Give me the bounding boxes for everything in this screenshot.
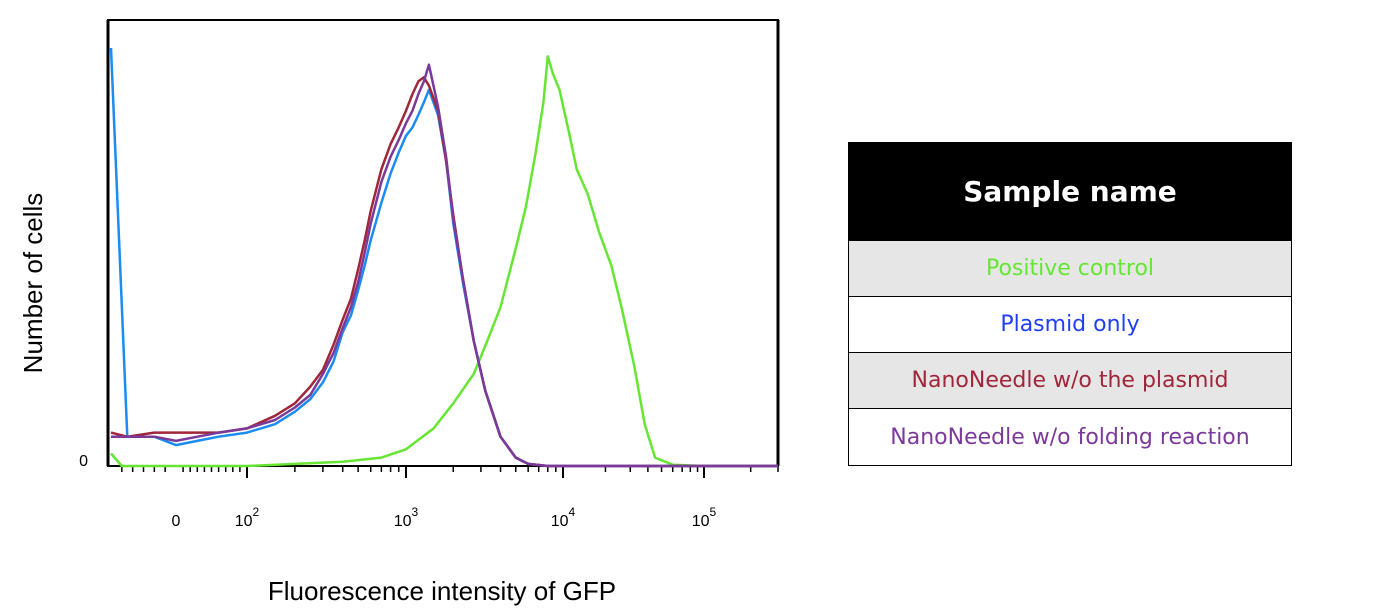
series-group [109,47,778,468]
histogram-chart: 0 102 103 104 105 0 Fluorescence intensity o… [18,19,780,606]
y-tick-label-0: 0 [79,453,88,470]
series-line-nanoneedle-w-o-the-plasmid [110,76,778,468]
plot-frame [107,19,779,467]
x-tick-label-1: 102 [235,505,260,530]
x-tick-label-0: 0 [172,513,181,530]
y-axis-label: Number of cells [18,193,48,374]
series-line-plasmid-only [109,47,778,468]
legend-row-plasmid-only: Plasmid only [849,297,1291,353]
x-tick-label-4: 105 [692,505,717,530]
legend-row-positive-control: Positive control [849,241,1291,297]
x-major-ticks [246,466,705,478]
legend-row-nanoneedle-without-folding: NanoNeedle w/o folding reaction [849,409,1291,465]
legend-title: Sample name [849,143,1291,241]
x-tick-label-3: 104 [551,505,576,530]
legend-row-nanoneedle-without-plasmid: NanoNeedle w/o the plasmid [849,353,1291,409]
series-line-positive-control [110,55,778,468]
legend-table: Sample name Positive control Plasmid onl… [848,142,1292,466]
x-tick-label-2: 103 [394,505,419,530]
x-axis-label: Fluorescence intensity of GFP [268,576,616,606]
x-tick-labels: 0 102 103 104 105 [172,505,717,530]
series-line-nanoneedle-w-o-folding-reaction [111,63,778,468]
